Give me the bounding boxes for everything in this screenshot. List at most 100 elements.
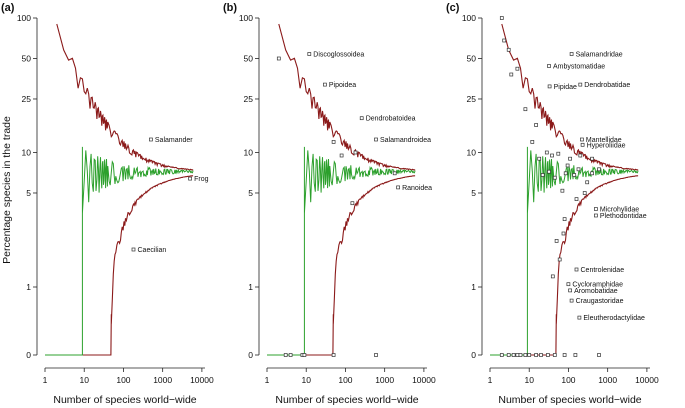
data-point (534, 123, 538, 127)
expected-curve (490, 146, 639, 356)
y-axis-title: Percentage species in the trade (1, 116, 13, 264)
data-point (547, 64, 551, 68)
data-point (131, 247, 136, 252)
y-tick-label: 100 (17, 13, 31, 23)
data-point (511, 353, 516, 357)
data-point (544, 150, 549, 155)
y-tick-label: 100 (239, 13, 253, 23)
x-tick-label: 10000 (190, 375, 214, 385)
data-point (597, 167, 601, 172)
data-point (546, 353, 550, 357)
y-tick-label: 50 (22, 53, 32, 63)
point-label: Pipidae (554, 84, 577, 91)
data-point (556, 151, 561, 156)
x-tick-label: 1000 (153, 375, 172, 385)
data-point (527, 353, 532, 357)
data-point (550, 153, 554, 158)
data-point (590, 156, 594, 161)
data-point (350, 201, 355, 206)
point-label: Ambystomatidae (553, 64, 605, 71)
data-point (276, 56, 281, 61)
y-tick-label: 5 (471, 188, 476, 198)
y-tick-label: 0 (26, 350, 31, 360)
data-point (569, 52, 574, 56)
data-point (550, 274, 555, 279)
data-point (574, 197, 579, 201)
point-label: Microhylidae (600, 207, 639, 214)
lower-bound-curve (490, 175, 639, 356)
data-point (568, 156, 572, 161)
data-point (594, 207, 598, 211)
data-point (509, 72, 514, 77)
x-tick-label: 100 (116, 375, 130, 385)
point-label: Craugastoridae (576, 298, 624, 305)
y-tick-label: 10 (244, 148, 254, 158)
panel-tag: (c) (446, 2, 460, 14)
data-point (353, 150, 358, 155)
x-tick-label: 10000 (635, 375, 659, 385)
data-point (580, 137, 584, 142)
data-point (149, 137, 153, 142)
y-tick-label: 100 (462, 13, 476, 23)
data-point (577, 315, 582, 320)
data-point (499, 16, 504, 20)
data-point (283, 353, 288, 357)
x-axis-title: Number of species world−wide (498, 394, 641, 406)
data-point (288, 353, 293, 357)
data-point (569, 298, 574, 303)
data-point (539, 353, 543, 357)
data-point (515, 66, 520, 71)
data-point (560, 188, 565, 193)
data-point (307, 52, 312, 56)
point-label: Pipoidea (329, 82, 356, 89)
data-point (561, 231, 566, 236)
data-point (578, 82, 583, 87)
data-point (523, 353, 528, 357)
data-point (582, 191, 587, 195)
data-point (523, 107, 528, 112)
data-point (537, 156, 542, 161)
data-point (506, 353, 511, 357)
y-tick-label: 25 (244, 94, 254, 104)
lower-bound-curve (45, 175, 194, 356)
point-label: Centrolenidae (581, 267, 625, 274)
data-point (302, 353, 307, 357)
point-label: Dendrobatoidea (366, 116, 416, 123)
data-point (359, 116, 364, 121)
point-label: Cycloramphidae (572, 282, 623, 289)
upper-bound-curve (56, 23, 194, 171)
x-tick-label: 1 (265, 375, 270, 385)
y-tick-label: 0 (248, 350, 253, 360)
y-axis-title-text: Percentage species in the trade (1, 116, 13, 264)
data-point (502, 38, 507, 43)
x-tick-label: 1000 (598, 375, 617, 385)
data-point (540, 173, 545, 177)
data-point (562, 353, 567, 357)
data-point (518, 353, 523, 357)
point-label: Ranoidea (402, 185, 432, 192)
expected-curve (267, 146, 416, 356)
data-point (566, 282, 571, 287)
point-label: Hyperoliidae (587, 142, 626, 149)
x-tick-label: 1000 (375, 375, 394, 385)
y-tick-label: 5 (26, 188, 31, 198)
x-tick-label: 10 (79, 375, 89, 385)
y-tick-label: 1 (26, 282, 31, 292)
x-axis-title: Number of species world−wide (53, 394, 196, 406)
data-point (323, 82, 327, 87)
x-tick-label: 10 (524, 375, 534, 385)
point-label: Salamandridae (576, 52, 623, 59)
data-point (534, 353, 538, 357)
data-point (572, 173, 577, 177)
data-point (547, 84, 552, 89)
panel-tag: (a) (1, 2, 15, 14)
data-point (563, 171, 568, 176)
data-point (339, 153, 344, 158)
point-label: Caecilian (138, 247, 167, 254)
lower-bound-curve (267, 175, 416, 356)
point-label: Salamander (155, 137, 193, 144)
data-point (554, 239, 559, 243)
data-point (573, 353, 578, 357)
